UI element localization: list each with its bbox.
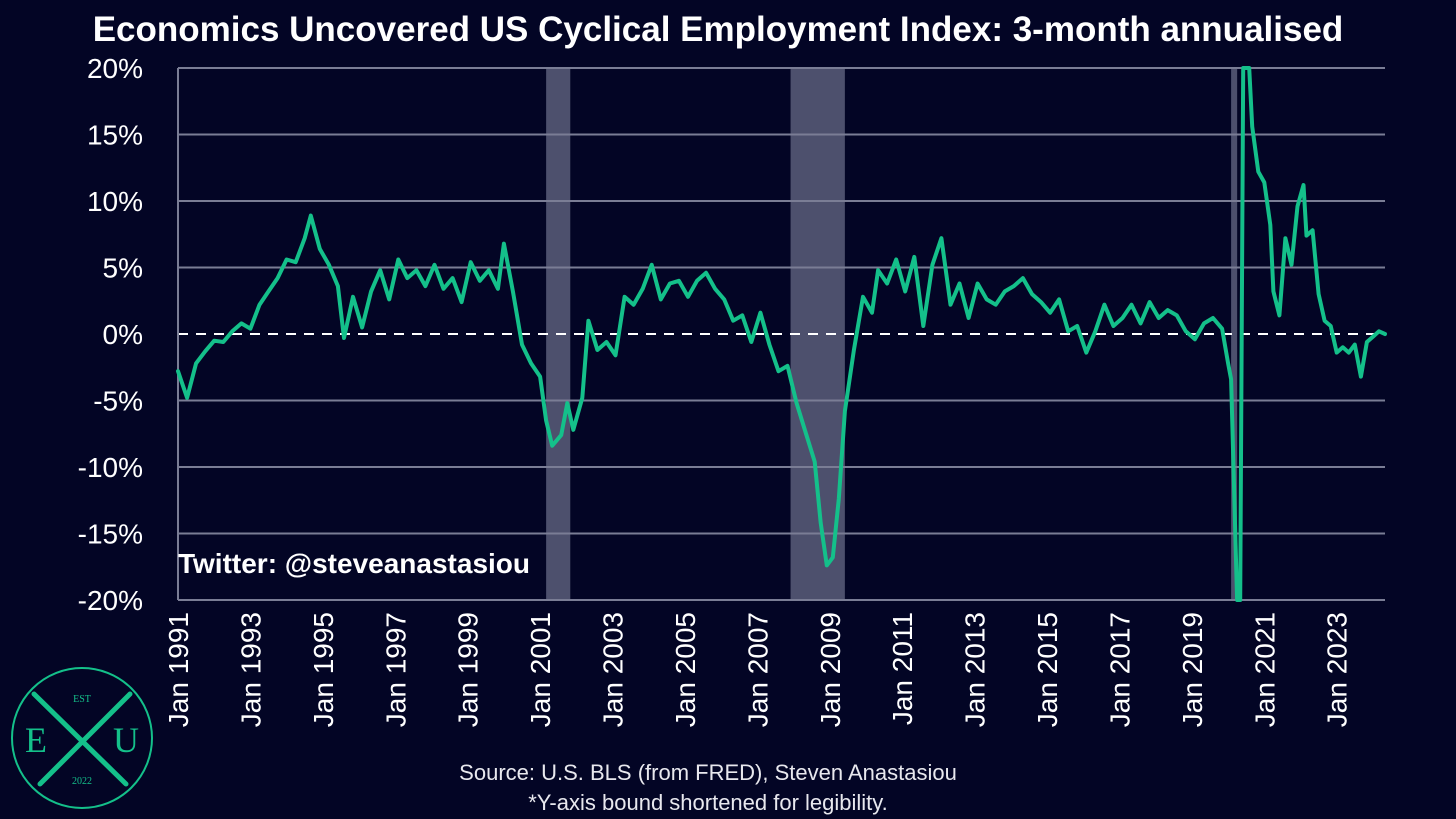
x-tick-label: Jan 2013 [960,612,991,727]
y-tick-label: 5% [103,253,143,284]
plot-area [176,66,1387,602]
y-axis: -20% -15% -10% -5% 0% 5% 10% 15% 20% [78,53,143,616]
x-tick-label: Jan 2011 [887,612,918,725]
logo-right-letter: U [113,720,139,760]
y-tick-label: 20% [87,53,143,84]
y-tick-label: -15% [78,519,143,550]
logo-top-text: EST [73,694,91,705]
economics-uncovered-logo: EST E U 2022 [11,667,153,809]
x-tick-label: Jan 1999 [453,612,484,727]
x-tick-label: Jan 2009 [815,612,846,727]
x-tick-label: Jan 2021 [1249,612,1280,727]
chart-title: Economics Uncovered US Cyclical Employme… [92,10,1344,49]
x-tick-label: Jan 1997 [380,612,411,727]
x-tick-label: Jan 2007 [742,612,773,727]
y-tick-label: 15% [87,120,143,151]
y-tick-label: -10% [78,452,143,483]
x-tick-label: Jan 2001 [525,612,556,727]
y-tick-label: -20% [78,585,143,616]
y-tick-label: 0% [103,319,143,350]
logo-cross-stroke [37,691,133,787]
y-tick-label: 10% [87,186,143,217]
x-tick-label: Jan 2015 [1032,612,1063,727]
series-line [176,66,1387,602]
x-axis: Jan 1991 Jan 1993 Jan 1995 Jan 1997 Jan 1999… [163,612,1353,727]
source-note: Source: U.S. BLS (from FRED), Steven Ana… [459,760,957,785]
y-tick-label: -5% [93,386,143,417]
twitter-handle: Twitter: @steveanastasiou [178,548,530,579]
x-tick-label: Jan 2005 [670,612,701,727]
x-tick-label: Jan 1993 [235,612,266,727]
x-tick-label: Jan 2003 [598,612,629,727]
logo-bottom-text: 2022 [72,776,92,787]
x-tick-label: Jan 1991 [163,612,194,727]
axis-note: *Y-axis bound shortened for legibility. [528,790,888,815]
x-tick-label: Jan 1995 [308,612,339,727]
logo-ring [11,667,153,809]
x-tick-label: Jan 2023 [1322,612,1353,727]
gridlines [177,67,1385,601]
logo-left-letter: E [25,720,47,760]
x-tick-label: Jan 2019 [1177,612,1208,727]
x-tick-label: Jan 2017 [1104,612,1135,727]
logo-cross-stroke [31,691,129,787]
recession-band [1231,68,1238,600]
